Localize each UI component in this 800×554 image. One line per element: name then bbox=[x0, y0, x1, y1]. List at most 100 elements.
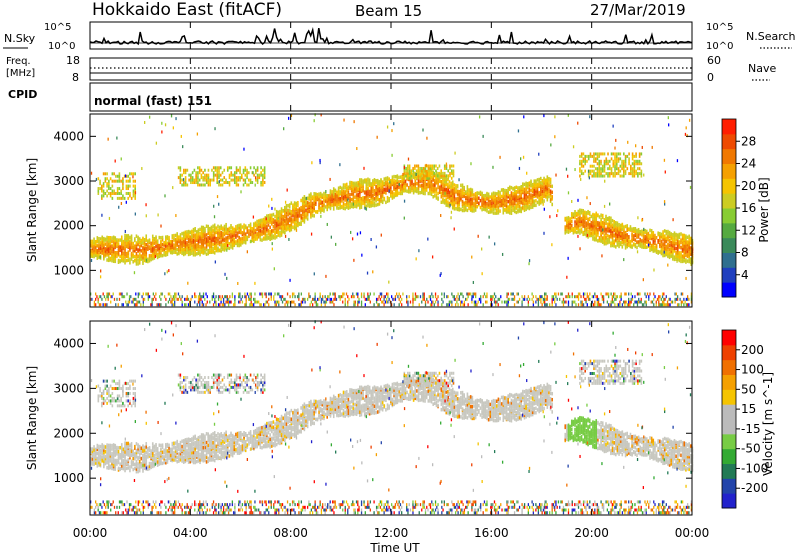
power-cell bbox=[354, 201, 356, 206]
power-cell bbox=[134, 194, 136, 198]
power-cell bbox=[345, 186, 348, 190]
power-cell bbox=[464, 190, 467, 194]
power-cell bbox=[225, 231, 227, 235]
power-cell bbox=[298, 292, 300, 296]
power-cell bbox=[166, 241, 169, 246]
power-cell bbox=[342, 201, 345, 205]
power-cell bbox=[201, 300, 203, 304]
power-cell bbox=[179, 176, 182, 180]
power-cell bbox=[264, 223, 267, 227]
power-cell bbox=[544, 187, 547, 192]
power-cell bbox=[129, 235, 131, 240]
power-cell bbox=[353, 295, 355, 299]
power-cell bbox=[331, 199, 333, 204]
power-cell bbox=[93, 300, 96, 304]
power-cell bbox=[412, 175, 415, 179]
power-cell bbox=[279, 221, 281, 226]
power-cell bbox=[625, 292, 627, 296]
power-cell bbox=[623, 159, 625, 163]
power-cell bbox=[614, 167, 616, 171]
power-cell bbox=[272, 220, 275, 224]
power-cell bbox=[633, 167, 636, 171]
power-cell bbox=[314, 202, 317, 207]
power-cell bbox=[106, 189, 108, 193]
power-cell bbox=[665, 252, 668, 257]
power-cell bbox=[186, 241, 188, 245]
power-cell bbox=[310, 210, 312, 215]
power-cell bbox=[607, 303, 610, 307]
power-cell bbox=[582, 217, 584, 222]
power-cell bbox=[564, 229, 567, 234]
power-cell bbox=[168, 241, 170, 246]
power-cell bbox=[103, 236, 105, 241]
power-cell bbox=[422, 191, 425, 196]
power-cell bbox=[683, 244, 686, 249]
power-cell bbox=[520, 191, 523, 195]
power-cell bbox=[595, 225, 598, 230]
power-cell bbox=[546, 190, 549, 194]
power-cell bbox=[217, 233, 219, 238]
power-cell bbox=[528, 200, 531, 205]
power-cell bbox=[584, 169, 586, 173]
power-cell bbox=[377, 297, 379, 301]
power-cell bbox=[603, 229, 606, 233]
power-cell bbox=[259, 237, 262, 242]
power-cell bbox=[108, 182, 110, 186]
power-cell bbox=[310, 192, 312, 196]
power-cell bbox=[239, 295, 241, 299]
power-cell bbox=[191, 181, 194, 185]
power-cell bbox=[265, 300, 267, 304]
power-cell bbox=[326, 193, 329, 198]
power-cell bbox=[621, 237, 624, 241]
power-cell bbox=[574, 223, 576, 228]
noise-right-tick-top: 10^5 bbox=[706, 22, 733, 33]
power-cell bbox=[668, 255, 671, 260]
power-cell bbox=[129, 194, 131, 198]
power-cell bbox=[435, 169, 437, 173]
power-cell bbox=[202, 303, 205, 307]
power-cell bbox=[375, 190, 377, 195]
power-cell bbox=[662, 251, 664, 256]
power-cell bbox=[311, 303, 314, 307]
power-cell bbox=[311, 213, 314, 218]
power-cell bbox=[528, 187, 531, 191]
power-cell bbox=[587, 225, 589, 230]
power-cell bbox=[623, 174, 625, 178]
power-cell bbox=[387, 292, 389, 296]
power-cell bbox=[611, 232, 614, 236]
power-cell bbox=[610, 243, 612, 248]
power-cell bbox=[169, 246, 172, 250]
power-cell bbox=[127, 187, 129, 191]
power-cell bbox=[179, 181, 182, 185]
power-cell bbox=[482, 204, 485, 208]
power-cell bbox=[520, 193, 523, 198]
power-cell bbox=[163, 249, 165, 253]
power-cell bbox=[600, 228, 602, 233]
power-cell bbox=[261, 218, 263, 222]
power-cell bbox=[520, 189, 523, 193]
power-cell bbox=[618, 244, 620, 249]
power-cell bbox=[523, 206, 526, 210]
power-cell bbox=[566, 225, 568, 230]
power-cell bbox=[543, 192, 545, 196]
power-cell bbox=[615, 157, 618, 161]
power-cell bbox=[148, 259, 151, 263]
power-cell bbox=[164, 244, 167, 248]
power-cell bbox=[612, 162, 615, 166]
power-cell bbox=[437, 191, 439, 196]
power-cell bbox=[594, 303, 596, 307]
power-cell bbox=[132, 172, 135, 176]
power-cell bbox=[101, 242, 104, 247]
power-cell bbox=[451, 292, 453, 296]
power-cell bbox=[631, 238, 633, 243]
power-cell bbox=[199, 300, 201, 304]
power-cell bbox=[251, 181, 254, 185]
power-cell bbox=[447, 200, 449, 204]
power-cell bbox=[202, 247, 205, 251]
power-cell bbox=[146, 292, 148, 296]
power-cell bbox=[148, 240, 151, 245]
power-cell bbox=[505, 196, 508, 200]
power-cell bbox=[587, 154, 590, 158]
power-cell bbox=[200, 176, 203, 180]
power-cell bbox=[615, 164, 618, 168]
